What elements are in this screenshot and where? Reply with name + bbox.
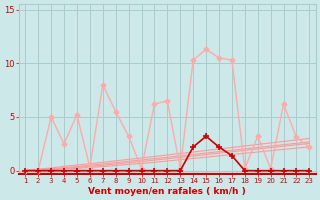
X-axis label: Vent moyen/en rafales ( km/h ): Vent moyen/en rafales ( km/h ) [88,187,246,196]
